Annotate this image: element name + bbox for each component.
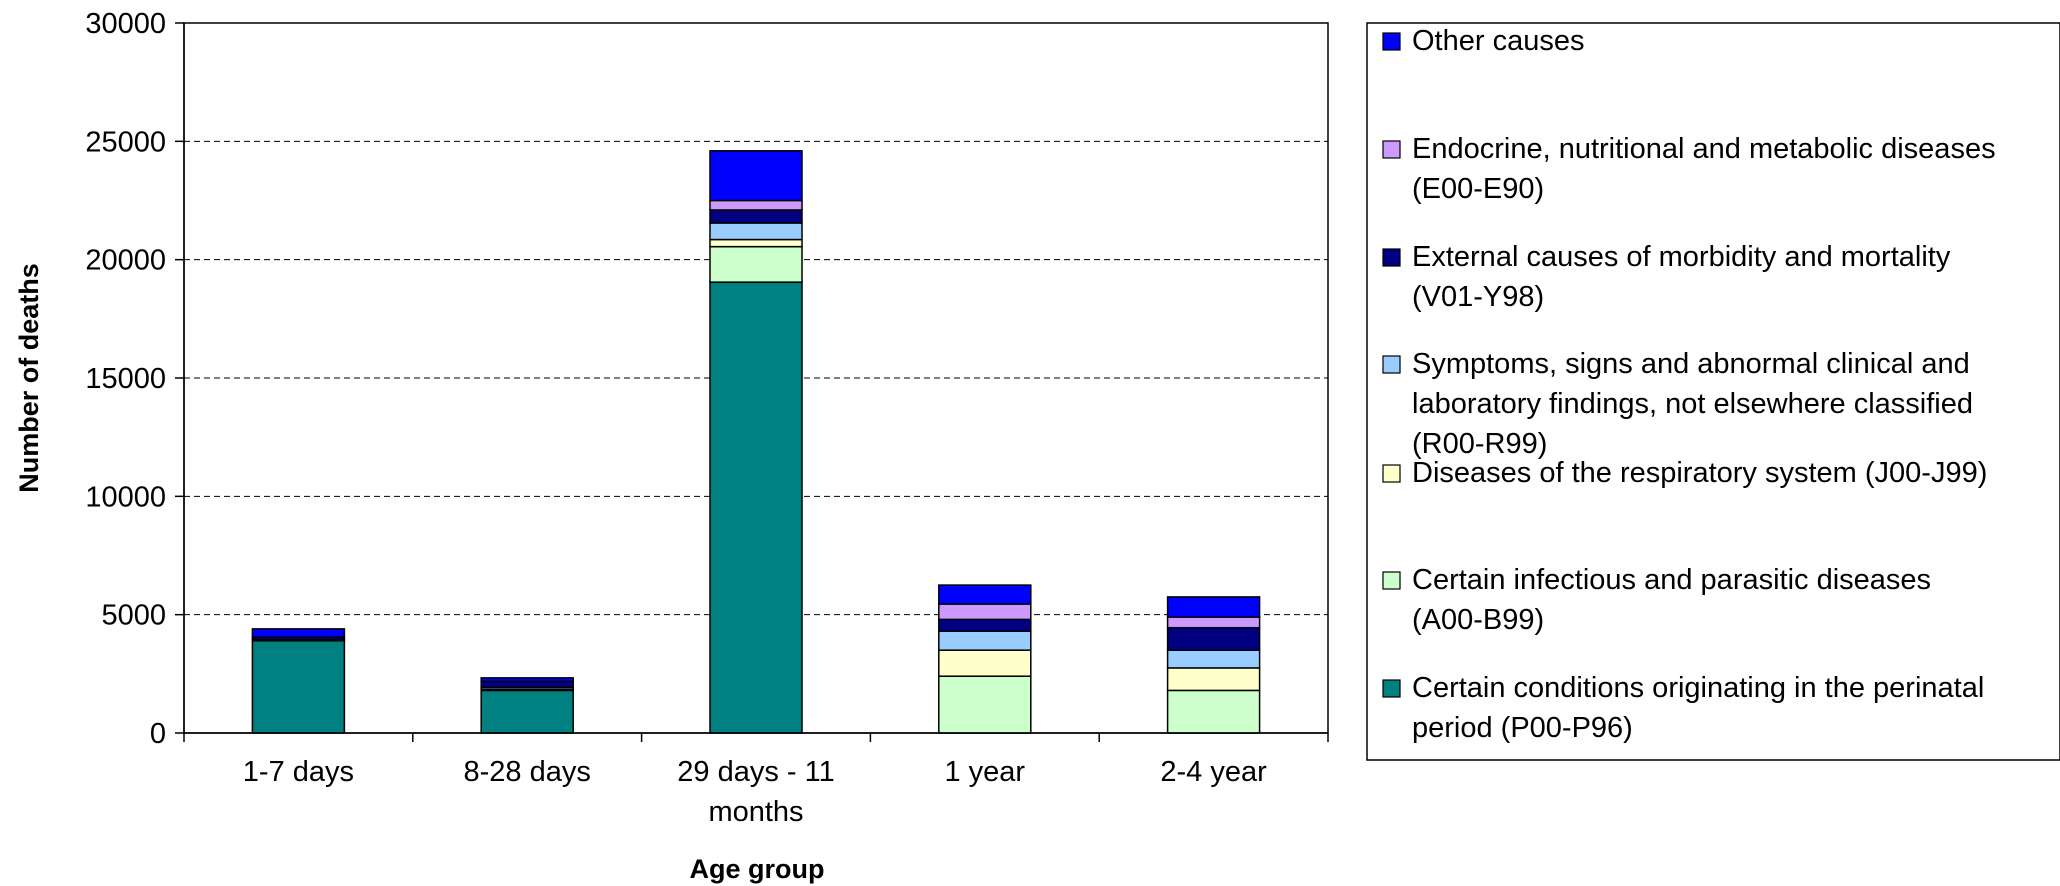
y-tick-label: 0 <box>150 718 166 750</box>
bar-segment <box>709 209 803 224</box>
y-tick-label: 20000 <box>85 245 166 277</box>
bar-segment <box>1166 667 1261 692</box>
legend-swatch <box>1382 679 1401 698</box>
y-axis-title: Number of deaths <box>14 263 44 493</box>
bar-segment <box>480 677 574 683</box>
bar-segment <box>1166 689 1261 734</box>
bar-segment <box>709 150 803 202</box>
x-tick-label: 8-28 days <box>464 756 591 788</box>
bar-segment <box>1166 616 1261 629</box>
y-tick-label: 10000 <box>85 481 166 513</box>
bar-segment <box>480 689 574 734</box>
x-tick-label: 2-4 year <box>1160 756 1267 788</box>
legend-label: Symptoms, signs and abnormal clinical an… <box>1412 348 1973 460</box>
bar-segment <box>938 603 1032 621</box>
bar-segment <box>938 675 1032 734</box>
bar-segment <box>251 639 346 734</box>
plot-area: 0 5000 10000 15000 20000 25000 30000 1-7 days 8… <box>85 8 1329 828</box>
legend-swatch <box>1382 355 1401 374</box>
x-axis: 1-7 days 8-28 days 29 days - 11 months 1 yea… <box>183 732 1329 828</box>
bar-segment <box>938 649 1032 677</box>
legend-swatch <box>1382 248 1401 267</box>
legend-swatch <box>1382 464 1401 483</box>
x-axis-title: Age group <box>690 854 825 884</box>
bar-segment <box>709 245 803 283</box>
bar-segment <box>709 238 803 248</box>
bar-segment <box>480 680 574 689</box>
legend-swatch <box>1382 140 1401 159</box>
legend-label: Other causes <box>1412 25 1584 57</box>
bar-segment <box>251 628 346 638</box>
legend: Other causes Endocrine, nutritional and m… <box>1366 22 2060 761</box>
legend-label: Certain conditions originating in the pe… <box>1412 672 1984 744</box>
bar-segment <box>709 281 803 734</box>
y-axis: 0 5000 10000 15000 20000 25000 30000 <box>85 8 185 750</box>
bar-segment <box>709 199 803 211</box>
bar-segment <box>1166 649 1261 669</box>
y-tick-label: 15000 <box>85 363 166 395</box>
x-tick-label: 29 days - 11 months <box>677 756 834 828</box>
legend-label: Certain infectious and parasitic disease… <box>1412 564 1931 636</box>
bar-segment <box>938 584 1032 605</box>
x-tick-label: 1-7 days <box>243 756 354 788</box>
legend-label: Diseases of the respiratory system (J00-… <box>1412 457 1987 489</box>
legend-items: Other causes Endocrine, nutritional and m… <box>1382 25 1996 744</box>
x-tick-label: 1 year <box>944 756 1025 788</box>
legend-swatch <box>1382 571 1401 590</box>
legend-label: External causes of morbidity and mortali… <box>1412 241 1951 313</box>
bar-segment <box>938 630 1032 651</box>
y-tick-label: 30000 <box>85 8 166 40</box>
bar-segment <box>1166 626 1261 651</box>
y-tick-label: 25000 <box>85 126 166 158</box>
y-tick-label: 5000 <box>101 600 166 632</box>
legend-frame <box>1366 22 2060 761</box>
legend-label: Endocrine, nutritional and metabolic dis… <box>1412 133 1996 205</box>
bar-segment <box>1166 596 1261 618</box>
legend-swatch <box>1382 32 1401 51</box>
bar-segment <box>709 222 803 241</box>
bar-segment <box>938 618 1032 632</box>
